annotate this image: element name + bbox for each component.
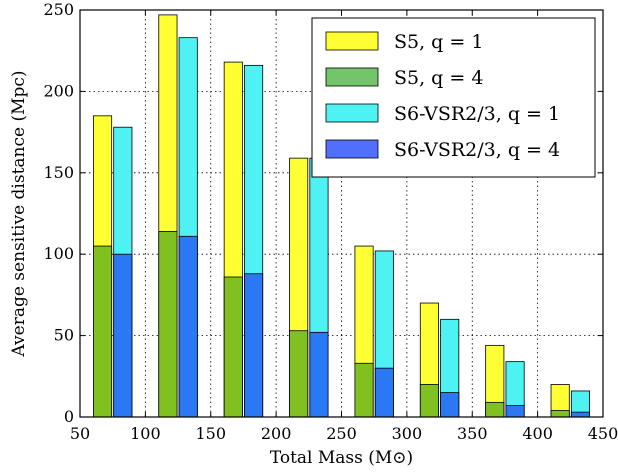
bar-s5-q4 (354, 362, 374, 418)
bar-s5-q4 (289, 330, 309, 418)
y-tick-label: 250 (43, 0, 74, 19)
bar-s5-q4 (93, 245, 113, 418)
bar-s5-q4 (419, 384, 439, 418)
x-tick-label: 450 (588, 424, 618, 443)
legend-swatch (325, 67, 379, 87)
legend-swatch (325, 139, 379, 159)
bar-s6-q4 (374, 367, 394, 418)
bar-s6-q4 (178, 235, 198, 418)
x-tick-label: 50 (70, 424, 90, 443)
y-axis-label: Average sensitive distance (Mpc) (9, 70, 29, 357)
bar-s6-q4 (570, 411, 590, 418)
bars (93, 14, 590, 418)
legend-label: S6-VSR2/3, q = 1 (394, 103, 560, 125)
legend: S5, q = 1 S5, q = 4 S6-VSR2/3, q = 1 S6-VSR… (311, 17, 596, 178)
axis-ticks: 50 100 150 200 250 300 350 400 45005010015020025… (43, 0, 618, 443)
legend-swatch (325, 31, 379, 51)
bar-s6-q4 (309, 331, 329, 418)
bar-s5-q4 (550, 410, 570, 418)
x-tick-label: 250 (326, 424, 357, 443)
x-tick-label: 150 (195, 424, 226, 443)
bar-s5-q4 (158, 231, 178, 418)
x-axis-label: Total Mass (M⊙) (270, 448, 413, 468)
x-tick-label: 400 (522, 424, 553, 443)
legend-label: S5, q = 4 (394, 67, 483, 89)
legend-label: S5, q = 1 (394, 31, 483, 53)
y-tick-label: 50 (54, 326, 74, 345)
y-tick-label: 100 (43, 244, 74, 263)
bar-s6-q4 (244, 273, 264, 418)
bar-s6-q4 (505, 405, 525, 418)
x-tick-label: 200 (261, 424, 292, 443)
bar-s5-q4 (223, 276, 243, 418)
y-tick-label: 0 (64, 407, 74, 426)
y-tick-label: 150 (43, 163, 74, 182)
legend-label: S6-VSR2/3, q = 4 (394, 139, 560, 161)
y-tick-label: 200 (43, 81, 74, 100)
bar-s6-q4 (440, 392, 460, 418)
legend-swatch (325, 103, 379, 123)
x-tick-label: 300 (392, 424, 423, 443)
bar-s5-q4 (485, 401, 505, 418)
bar-s6-q4 (113, 253, 133, 418)
x-tick-label: 350 (457, 424, 488, 443)
x-tick-label: 100 (130, 424, 161, 443)
